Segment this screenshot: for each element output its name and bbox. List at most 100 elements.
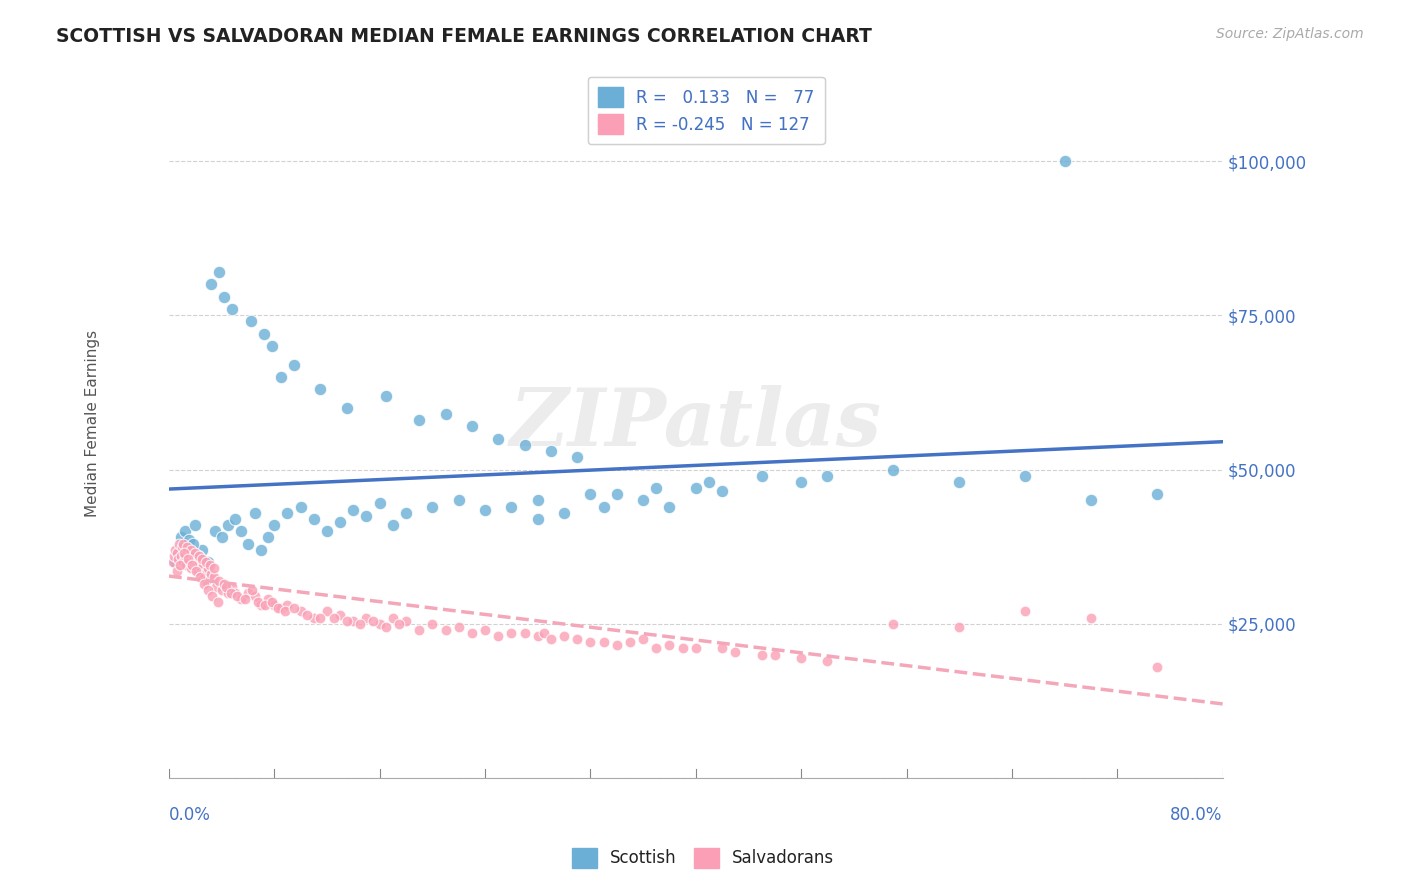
Point bbox=[658, 639, 681, 653]
Point bbox=[540, 444, 562, 458]
Point bbox=[260, 339, 283, 353]
Point bbox=[193, 576, 215, 591]
Point bbox=[221, 302, 243, 317]
Point bbox=[177, 533, 200, 548]
Point bbox=[1014, 468, 1036, 483]
Point bbox=[361, 614, 384, 628]
Point bbox=[751, 648, 773, 662]
Point bbox=[184, 565, 207, 579]
Point bbox=[165, 542, 187, 557]
Point bbox=[645, 481, 668, 495]
Point bbox=[1014, 604, 1036, 618]
Point bbox=[176, 542, 198, 557]
Point bbox=[461, 419, 484, 434]
Point bbox=[486, 432, 509, 446]
Point bbox=[461, 626, 484, 640]
Point bbox=[197, 582, 219, 597]
Point bbox=[336, 614, 359, 628]
Point bbox=[553, 506, 575, 520]
Point bbox=[224, 512, 246, 526]
Point bbox=[243, 589, 266, 603]
Point bbox=[1146, 487, 1168, 501]
Point bbox=[176, 540, 198, 554]
Point bbox=[177, 552, 200, 566]
Point bbox=[356, 610, 378, 624]
Point bbox=[553, 629, 575, 643]
Point bbox=[170, 540, 193, 554]
Point bbox=[420, 616, 443, 631]
Point bbox=[211, 530, 233, 544]
Point bbox=[434, 407, 457, 421]
Point bbox=[381, 610, 404, 624]
Point bbox=[169, 558, 191, 573]
Point bbox=[247, 595, 270, 609]
Point bbox=[375, 388, 398, 402]
Point bbox=[501, 500, 523, 514]
Point bbox=[183, 549, 205, 563]
Point bbox=[395, 614, 418, 628]
Point bbox=[170, 536, 193, 550]
Point bbox=[165, 555, 187, 569]
Point bbox=[342, 502, 364, 516]
Point bbox=[309, 610, 332, 624]
Point bbox=[202, 561, 225, 575]
Point bbox=[191, 552, 214, 566]
Point bbox=[254, 599, 277, 613]
Point bbox=[283, 358, 305, 372]
Point bbox=[195, 565, 218, 579]
Point bbox=[195, 555, 218, 569]
Point bbox=[200, 277, 222, 292]
Point bbox=[567, 632, 589, 647]
Point bbox=[179, 546, 201, 560]
Text: 0.0%: 0.0% bbox=[169, 806, 211, 824]
Point bbox=[274, 604, 297, 618]
Point bbox=[231, 524, 253, 539]
Point bbox=[368, 496, 391, 510]
Point bbox=[217, 518, 239, 533]
Point bbox=[256, 530, 278, 544]
Point bbox=[711, 641, 734, 656]
Point bbox=[526, 493, 548, 508]
Point bbox=[180, 542, 202, 557]
Point bbox=[191, 567, 214, 582]
Point bbox=[163, 549, 186, 563]
Point bbox=[408, 623, 430, 637]
Point bbox=[184, 555, 207, 569]
Point bbox=[184, 518, 207, 533]
Point bbox=[283, 601, 305, 615]
Point bbox=[270, 601, 292, 615]
Point bbox=[533, 626, 555, 640]
Point bbox=[631, 632, 654, 647]
Point bbox=[200, 558, 222, 573]
Point bbox=[408, 413, 430, 427]
Point bbox=[671, 641, 693, 656]
Point bbox=[290, 500, 312, 514]
Text: SCOTTISH VS SALVADORAN MEDIAN FEMALE EARNINGS CORRELATION CHART: SCOTTISH VS SALVADORAN MEDIAN FEMALE EAR… bbox=[56, 27, 872, 45]
Point bbox=[169, 542, 191, 557]
Point bbox=[395, 506, 418, 520]
Point bbox=[948, 475, 970, 489]
Point bbox=[169, 536, 191, 550]
Point bbox=[1053, 154, 1076, 169]
Point bbox=[173, 546, 195, 560]
Point bbox=[217, 586, 239, 600]
Point bbox=[309, 382, 332, 396]
Point bbox=[231, 592, 253, 607]
Point bbox=[173, 549, 195, 563]
Legend: R =   0.133   N =   77, R = -0.245   N = 127: R = 0.133 N = 77, R = -0.245 N = 127 bbox=[588, 77, 824, 145]
Point bbox=[221, 580, 243, 594]
Point bbox=[219, 586, 242, 600]
Point bbox=[172, 555, 194, 569]
Point bbox=[711, 484, 734, 499]
Point bbox=[181, 555, 204, 569]
Point bbox=[276, 599, 298, 613]
Point bbox=[1080, 493, 1102, 508]
Point bbox=[336, 401, 359, 415]
Y-axis label: Median Female Earnings: Median Female Earnings bbox=[86, 330, 100, 516]
Point bbox=[188, 555, 211, 569]
Point bbox=[207, 595, 229, 609]
Point bbox=[882, 616, 904, 631]
Point bbox=[187, 549, 209, 563]
Point bbox=[434, 623, 457, 637]
Point bbox=[200, 567, 222, 582]
